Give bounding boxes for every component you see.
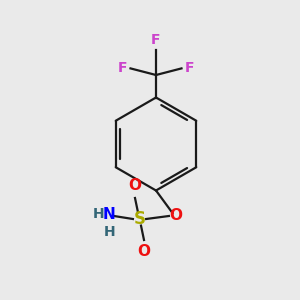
Text: F: F	[151, 33, 161, 47]
Text: H: H	[104, 226, 115, 239]
Text: F: F	[185, 61, 195, 75]
Text: O: O	[137, 244, 151, 260]
Text: S: S	[134, 210, 146, 228]
Text: N: N	[103, 207, 116, 222]
Text: O: O	[169, 208, 182, 224]
Text: H: H	[92, 208, 104, 221]
Text: F: F	[117, 61, 127, 75]
Text: O: O	[128, 178, 142, 194]
